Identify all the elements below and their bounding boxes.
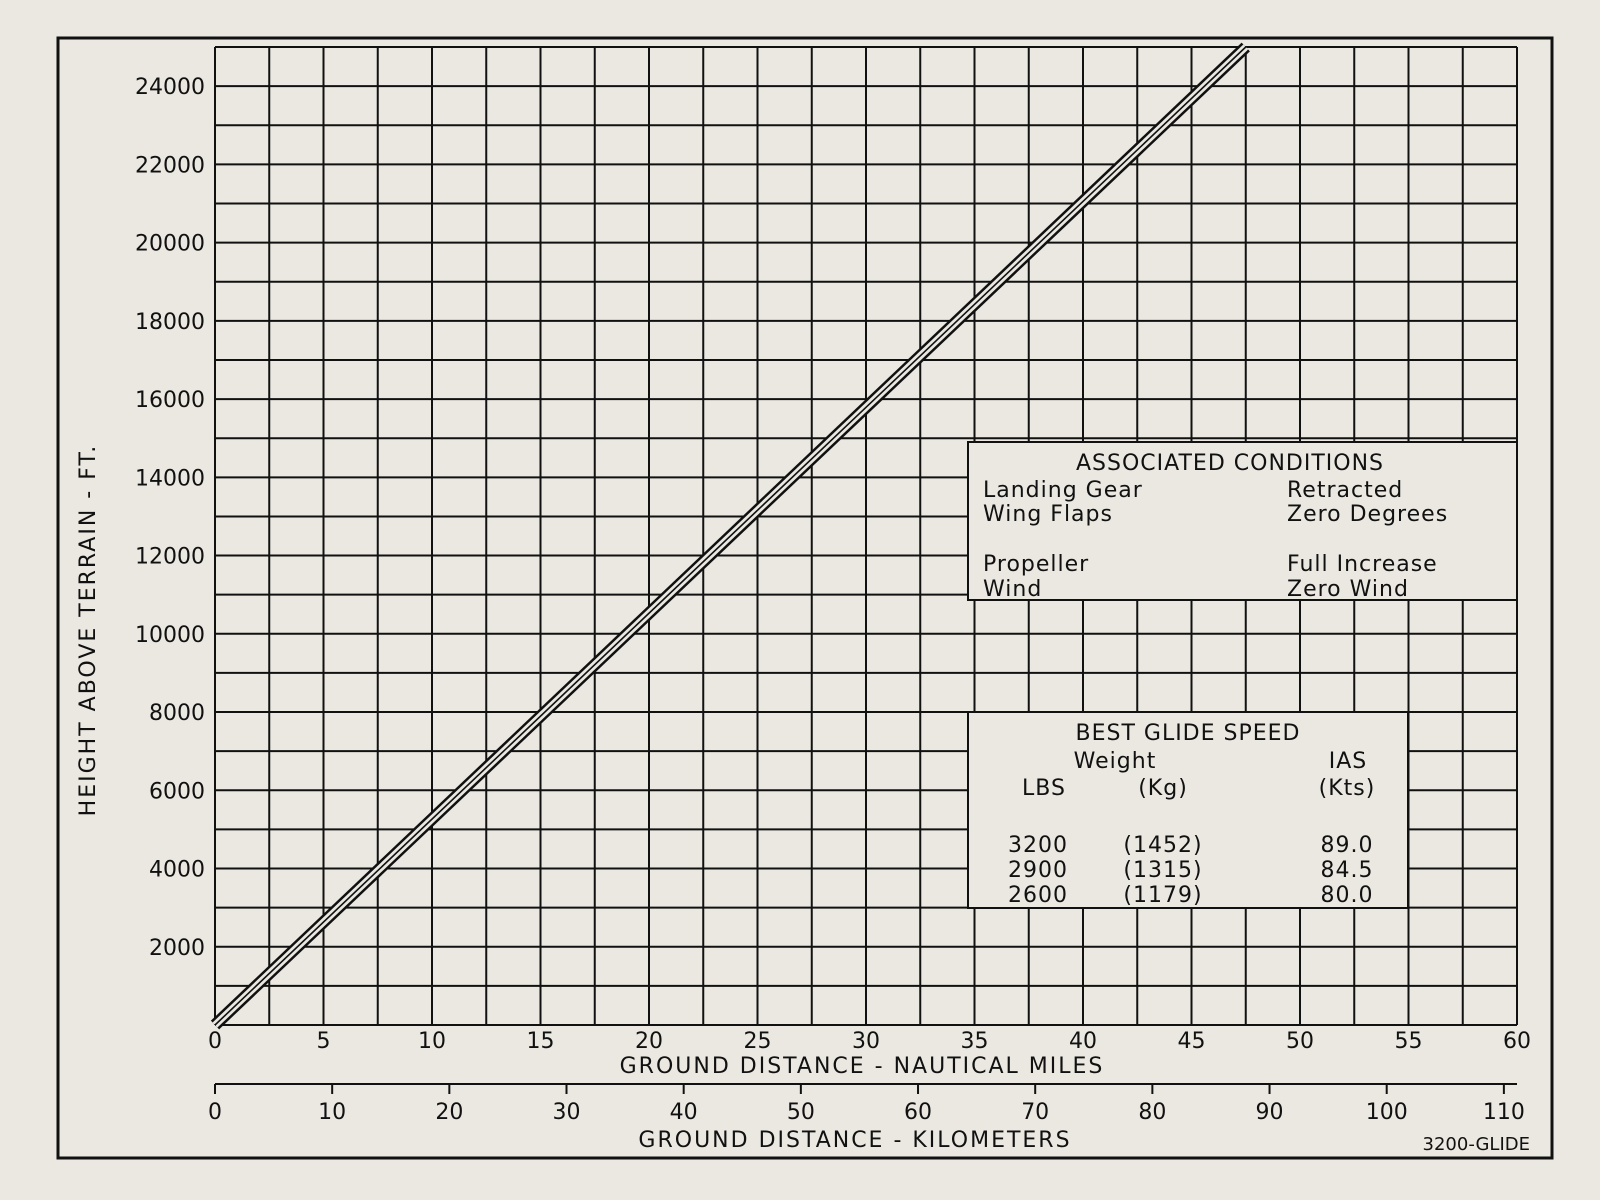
- x-tick-label: 55: [1395, 1029, 1423, 1054]
- km-tick-label: 110: [1483, 1100, 1525, 1125]
- y-tick-label: 24000: [135, 75, 205, 100]
- y-tick-label: 8000: [149, 701, 205, 726]
- km-tick-label: 60: [904, 1100, 932, 1125]
- km-tick-label: 20: [435, 1100, 463, 1125]
- x-axis-label: GROUND DISTANCE - NAUTICAL MILES: [620, 1054, 1105, 1079]
- condition-label: Propeller: [983, 552, 1089, 577]
- glide-ias: 84.5: [1321, 858, 1374, 883]
- km-tick-label: 40: [670, 1100, 698, 1125]
- condition-label: Landing Gear: [983, 478, 1143, 503]
- km-tick-label: 0: [208, 1100, 222, 1125]
- km-axis: 0 10 20 30 40 50 60 70 80 90 100 110: [208, 1084, 1525, 1125]
- conditions-box: [967, 441, 1518, 601]
- km-tick-label: 100: [1366, 1100, 1408, 1125]
- x-tick-label: 40: [1069, 1029, 1097, 1054]
- y-tick-label: 12000: [135, 545, 205, 570]
- km-tick-label: 90: [1256, 1100, 1284, 1125]
- glide-speed-title: BEST GLIDE SPEED: [1076, 721, 1301, 746]
- y-tick-label: 10000: [135, 623, 205, 648]
- x-tick-label: 30: [852, 1029, 880, 1054]
- y-tick-label: 6000: [149, 779, 205, 804]
- figure-id: 3200-GLIDE: [1423, 1134, 1530, 1155]
- km-tick-label: 70: [1021, 1100, 1049, 1125]
- outer-frame: [56, 36, 1554, 1160]
- km-tick-label: 30: [553, 1100, 581, 1125]
- x-tick-label: 60: [1503, 1029, 1531, 1054]
- x-tick-label: 50: [1286, 1029, 1314, 1054]
- kts-header: (Kts): [1319, 776, 1376, 801]
- y-axis-label: HEIGHT ABOVE TERRAIN - FT.: [76, 444, 101, 817]
- x2-axis-label: GROUND DISTANCE - KILOMETERS: [638, 1128, 1071, 1153]
- condition-value: Zero Degrees: [1287, 502, 1448, 527]
- x-tick-label: 25: [744, 1029, 772, 1054]
- weight-kg: (1179): [1123, 883, 1202, 908]
- weight-lbs: 3200: [1008, 833, 1068, 858]
- x-tick-label: 15: [527, 1029, 555, 1054]
- x-tick-label: 5: [317, 1029, 331, 1054]
- y-tick-label: 22000: [135, 153, 205, 178]
- condition-value: Full Increase: [1287, 552, 1438, 577]
- weight-lbs: 2600: [1008, 883, 1068, 908]
- km-tick-label: 10: [318, 1100, 346, 1125]
- glide-ias: 89.0: [1321, 833, 1374, 858]
- conditions-title: ASSOCIATED CONDITIONS: [1076, 451, 1384, 476]
- y-tick-label: 20000: [135, 232, 205, 257]
- glide-line-center: [214, 46, 1247, 1026]
- glide-line: [210, 42, 1250, 1030]
- x-tick-label: 20: [635, 1029, 663, 1054]
- ias-header: IAS: [1329, 749, 1368, 774]
- km-tick-label: 50: [787, 1100, 815, 1125]
- weight-kg: (1452): [1123, 833, 1202, 858]
- weight-lbs: 2900: [1008, 858, 1068, 883]
- x-tick-label: 0: [208, 1029, 222, 1054]
- condition-label: Wing Flaps: [983, 502, 1113, 527]
- condition-label: Wind: [983, 577, 1042, 602]
- x-tick-label: 45: [1178, 1029, 1206, 1054]
- km-tick-label: 80: [1138, 1100, 1166, 1125]
- condition-value: Zero Wind: [1287, 577, 1409, 602]
- y-tick-label: 2000: [149, 936, 205, 961]
- glide-ias: 80.0: [1321, 883, 1374, 908]
- y-tick-label: 4000: [149, 858, 205, 883]
- condition-value: Retracted: [1287, 478, 1403, 503]
- tick-labels: 2000 4000 6000 8000 10000 12000 14000 16000 1800…: [135, 75, 1531, 1054]
- y-tick-label: 18000: [135, 310, 205, 335]
- lbs-header: LBS: [1022, 776, 1066, 801]
- weight-kg: (1315): [1123, 858, 1202, 883]
- x-tick-label: 10: [418, 1029, 446, 1054]
- x-tick-label: 35: [961, 1029, 989, 1054]
- kg-header: (Kg): [1138, 776, 1188, 801]
- glide-speed-box: [967, 711, 1409, 909]
- weight-header: Weight: [1074, 749, 1157, 774]
- y-tick-label: 16000: [135, 388, 205, 413]
- y-tick-label: 14000: [135, 466, 205, 491]
